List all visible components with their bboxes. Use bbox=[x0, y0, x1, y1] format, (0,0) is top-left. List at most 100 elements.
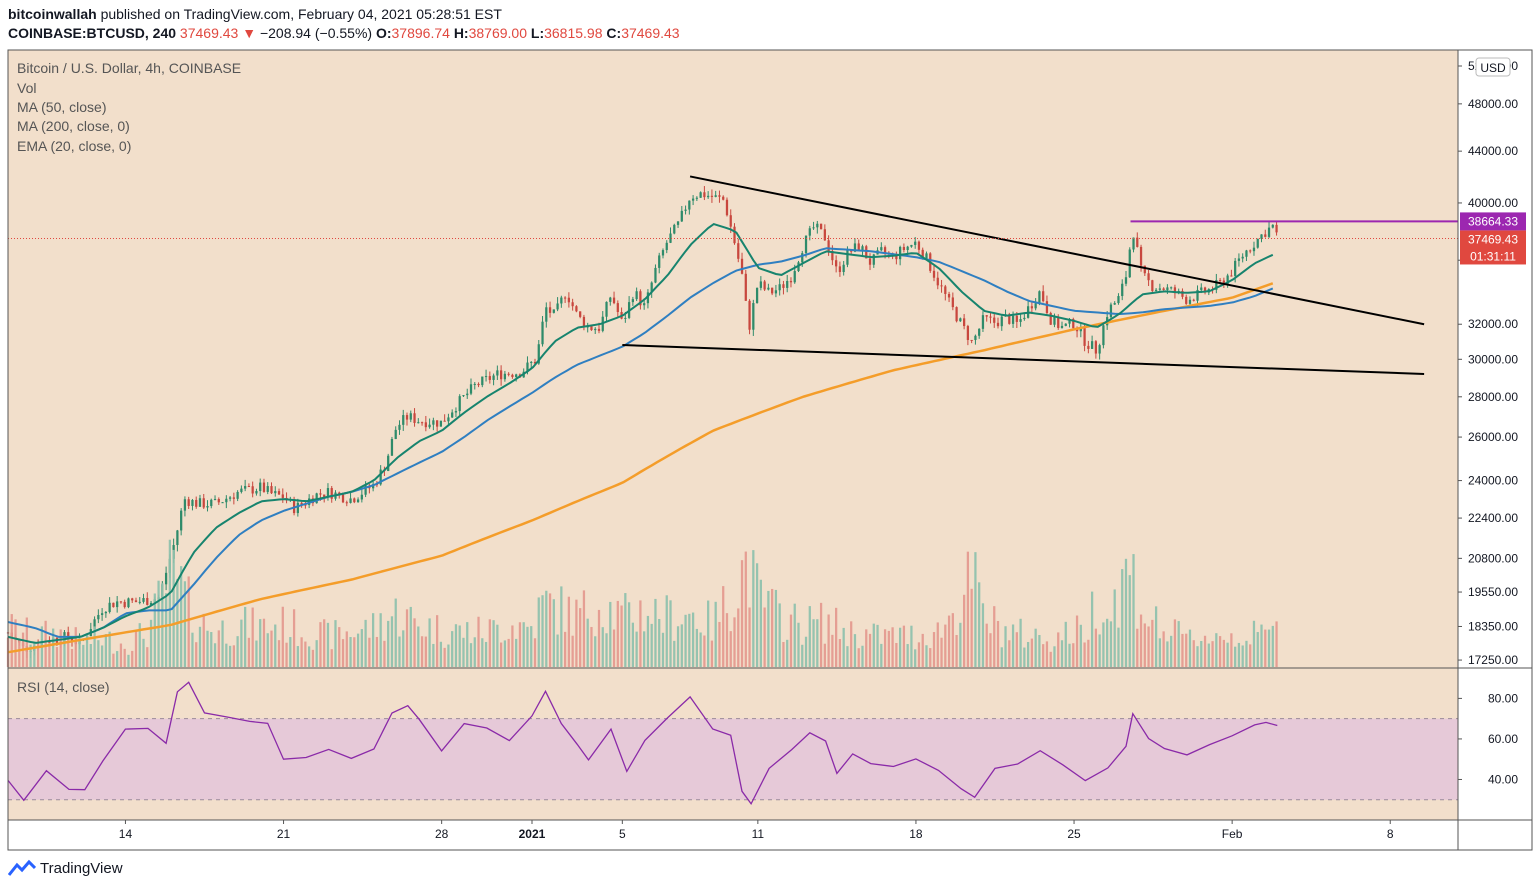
volume-bar bbox=[379, 613, 382, 667]
candle-body bbox=[714, 195, 717, 197]
candle-body bbox=[466, 393, 469, 396]
volume-bar bbox=[710, 640, 714, 667]
volume-bar bbox=[665, 595, 668, 667]
candle-body bbox=[530, 361, 533, 363]
volume-bar bbox=[78, 637, 81, 667]
rsi-tick-label: 80.00 bbox=[1488, 691, 1518, 705]
volume-bar bbox=[187, 576, 190, 667]
volume-bar bbox=[447, 644, 450, 667]
volume-bar bbox=[387, 620, 390, 667]
volume-bar bbox=[522, 622, 525, 667]
candle-body bbox=[138, 601, 141, 603]
volume-bar bbox=[244, 606, 247, 667]
candle-body bbox=[262, 482, 266, 492]
volume-bar bbox=[782, 641, 785, 667]
currency-button[interactable] bbox=[1475, 57, 1511, 77]
volume-bar bbox=[981, 603, 985, 667]
volume-bar bbox=[872, 623, 875, 667]
volume-bar bbox=[816, 619, 819, 667]
candle-body bbox=[319, 493, 322, 495]
volume-bar bbox=[330, 649, 333, 667]
volume-bar bbox=[473, 637, 476, 667]
volume-bar bbox=[259, 619, 262, 667]
candle-body bbox=[676, 221, 680, 225]
candle-body bbox=[1008, 314, 1011, 324]
candle-body bbox=[1102, 325, 1105, 346]
candle-body bbox=[571, 302, 574, 307]
candle-body bbox=[857, 243, 860, 250]
legend-rsi[interactable]: RSI (14, close) bbox=[17, 679, 110, 695]
volume-bar bbox=[737, 608, 740, 667]
candle-body bbox=[127, 598, 130, 608]
candle-body bbox=[496, 370, 499, 376]
volume-bar bbox=[658, 619, 661, 667]
candle-body bbox=[819, 223, 823, 230]
volume-bar bbox=[556, 634, 559, 667]
volume-bar bbox=[409, 606, 412, 667]
volume-bar bbox=[1173, 619, 1177, 667]
candle-body bbox=[579, 311, 582, 317]
volume-bar bbox=[364, 619, 367, 667]
candle-body bbox=[1000, 316, 1003, 327]
legend-ma200[interactable]: MA (200, close, 0) bbox=[17, 118, 130, 134]
volume-bar bbox=[507, 638, 510, 667]
upper-trendline[interactable] bbox=[689, 175, 1425, 326]
candle-body bbox=[827, 240, 830, 251]
candle-body bbox=[635, 291, 638, 300]
volume-bar bbox=[217, 630, 220, 667]
candle-body bbox=[1256, 238, 1259, 248]
volume-bar bbox=[989, 633, 992, 667]
candle-body bbox=[545, 307, 548, 322]
price-pane-background[interactable] bbox=[8, 50, 1458, 668]
legend-ma50[interactable]: MA (50, close) bbox=[17, 99, 107, 115]
candle-body bbox=[1230, 275, 1233, 277]
candle-body bbox=[228, 497, 232, 499]
legend-ema20[interactable]: EMA (20, close, 0) bbox=[17, 138, 132, 154]
volume-bar bbox=[454, 624, 458, 667]
volume-bar bbox=[639, 600, 642, 667]
candle-body bbox=[119, 601, 123, 603]
volume-bar bbox=[439, 641, 443, 667]
volume-bar bbox=[1124, 558, 1128, 667]
volume-bar bbox=[635, 631, 638, 667]
tradingview-logo[interactable]: TradingView bbox=[8, 859, 123, 877]
candle-body bbox=[481, 376, 484, 386]
currency-button-label[interactable]: USD bbox=[1480, 61, 1506, 75]
candle-body bbox=[921, 249, 924, 259]
volume-bar bbox=[443, 647, 446, 667]
price-tick-label: 17250.00 bbox=[1468, 653, 1518, 667]
candle-body bbox=[240, 488, 243, 492]
volume-bar bbox=[398, 636, 401, 667]
time-tick-label: 18 bbox=[909, 827, 923, 841]
volume-bar bbox=[545, 590, 548, 667]
candle-body bbox=[718, 195, 721, 197]
volume-bar bbox=[10, 614, 13, 667]
volume-bar bbox=[767, 590, 770, 667]
candle-body bbox=[360, 494, 363, 500]
candle-body bbox=[1226, 275, 1229, 285]
volume-bar bbox=[910, 625, 913, 667]
last-price-badge bbox=[1460, 230, 1526, 265]
candle-body bbox=[1181, 290, 1184, 297]
candle-body bbox=[812, 227, 815, 229]
volume-bar bbox=[1079, 624, 1082, 667]
legend-vol[interactable]: Vol bbox=[17, 80, 37, 96]
lower-trendline[interactable] bbox=[622, 343, 1425, 375]
candle-body bbox=[962, 318, 966, 327]
candle-body bbox=[345, 502, 348, 504]
candle-body bbox=[402, 415, 405, 425]
candle-body bbox=[70, 637, 74, 642]
volume-bar bbox=[1064, 621, 1067, 667]
candle-body bbox=[695, 197, 698, 199]
volume-bar bbox=[827, 614, 830, 667]
volume-bar bbox=[1117, 627, 1120, 667]
volume-bar bbox=[127, 654, 130, 667]
volume-bar bbox=[1102, 622, 1105, 667]
volume-bar bbox=[1185, 633, 1188, 667]
volume-bar bbox=[684, 614, 687, 667]
candle-body bbox=[323, 494, 326, 497]
tradingview-brand: TradingView bbox=[40, 859, 123, 877]
volume-bar bbox=[1170, 635, 1173, 667]
author-name[interactable]: bitcoinwallah bbox=[8, 6, 97, 22]
